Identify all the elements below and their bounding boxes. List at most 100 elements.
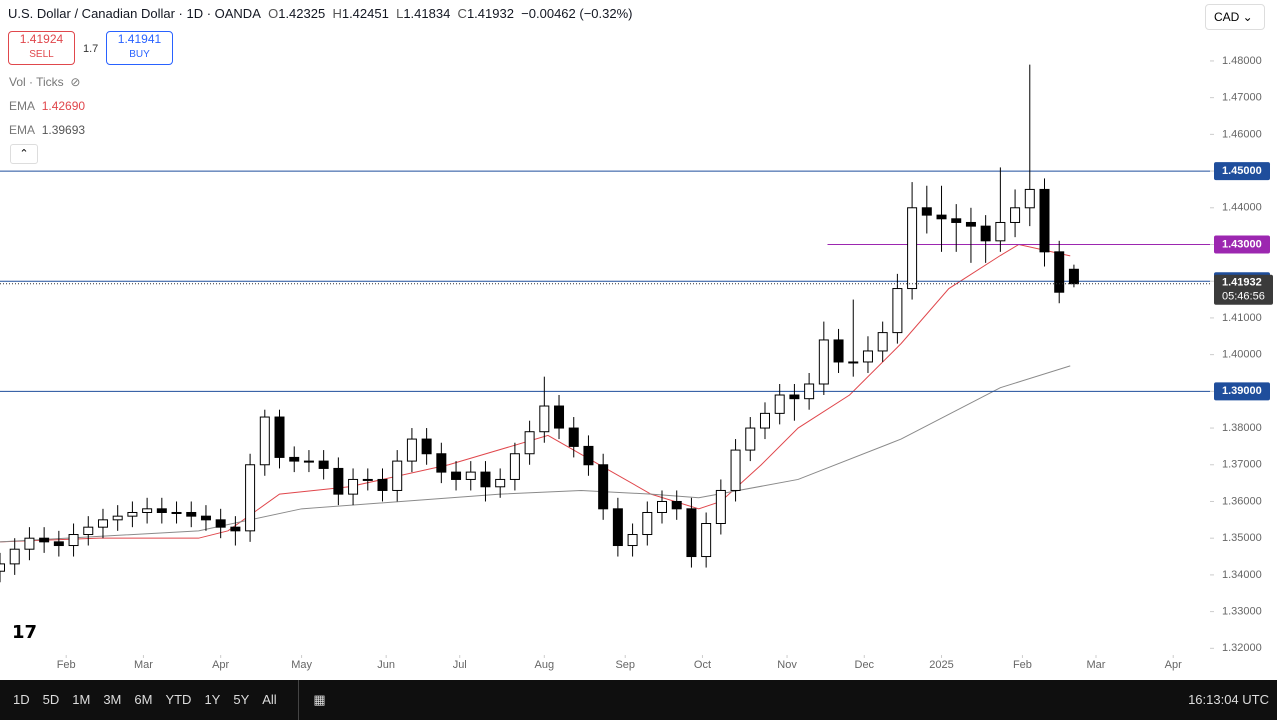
spread: 1.7 (83, 43, 99, 55)
candle-body (53, 541, 64, 547)
candle-body (1068, 268, 1079, 285)
candle-body (274, 416, 285, 458)
level-label: 1.43000 (1222, 238, 1262, 250)
ema-value: 1.42690 (41, 99, 86, 113)
range-button[interactable]: 6M (134, 692, 153, 707)
sell-button[interactable]: 1.41924 SELL (8, 31, 75, 65)
candle-body (877, 332, 888, 352)
candle-body (97, 519, 108, 528)
ohlc-low: 1.41834 (403, 6, 451, 21)
candle-body (965, 221, 976, 227)
level-label-box (1214, 162, 1270, 181)
candle-body (289, 456, 300, 462)
candle-body (833, 339, 844, 363)
currency: CAD (1214, 10, 1240, 24)
x-tick-label: Mar (134, 659, 153, 671)
y-tick-label: 1.34000 (1222, 569, 1262, 581)
y-tick-label: 1.46000 (1222, 128, 1262, 140)
candle-body (127, 511, 138, 517)
range-button[interactable]: 5Y (233, 692, 250, 707)
y-tick-label: 1.38000 (1222, 422, 1262, 434)
ohlc-prefix: H (332, 6, 342, 21)
symbol-header: U.S. Dollar / Canadian Dollar · 1D · OAN… (8, 6, 632, 21)
buy-button[interactable]: 1.41941 BUY (106, 31, 173, 65)
candle-body (318, 460, 329, 469)
candle-body (348, 478, 359, 495)
candle-body (377, 478, 388, 491)
candle-body (524, 431, 535, 455)
candle-body (583, 445, 594, 466)
candle-body (804, 383, 815, 400)
candle-body (156, 508, 167, 513)
candle-body (612, 508, 623, 547)
y-tick-label: 1.40000 (1222, 349, 1262, 361)
candle-body (951, 218, 962, 223)
candle-body (686, 508, 697, 558)
candle-body (539, 405, 550, 433)
x-tick-label: 2025 (929, 659, 953, 671)
ema-legend: EMA 1.39693 (9, 123, 85, 137)
collapse-button[interactable]: ⌃ (10, 144, 38, 164)
ohlc-prefix: O (268, 6, 279, 21)
calendar-icon[interactable]: ▦ (298, 680, 326, 720)
x-tick-label: Feb (57, 659, 76, 671)
x-tick-label: Dec (855, 659, 875, 671)
y-tick-label: 1.36000 (1222, 495, 1262, 507)
toolbar: 1D 5D 1M 3M 6M YTD 1Y 5Y All ▦ 16:13:04 UTC (0, 680, 1277, 720)
candle-body (907, 207, 918, 290)
y-tick-label: 1.33000 (1222, 606, 1262, 618)
sell-label: SELL (29, 49, 54, 60)
candle-body (715, 489, 726, 525)
candle-body (68, 534, 79, 547)
candle-body (112, 515, 123, 521)
candle-body (436, 453, 447, 473)
candle-body (39, 537, 50, 543)
candle-body (186, 511, 197, 517)
candle-body (554, 405, 565, 429)
candle-body (333, 467, 344, 495)
level-label: 1.45000 (1222, 165, 1262, 177)
candle-body (83, 526, 94, 536)
ema-name: EMA (9, 123, 36, 137)
ohlc-high: 1.42451 (341, 6, 389, 21)
candle-body (362, 478, 373, 481)
sell-price: 1.41924 (19, 32, 64, 46)
candle-body (598, 464, 609, 510)
candle-body (9, 548, 20, 565)
range-button[interactable]: 3M (103, 692, 122, 707)
range-button[interactable]: All (262, 692, 277, 707)
volume-label: Vol · Ticks (9, 75, 64, 89)
candle-body (627, 534, 638, 547)
candle-body (936, 214, 947, 220)
y-tick-label: 1.32000 (1222, 642, 1262, 654)
symbol-title: U.S. Dollar / Canadian Dollar · 1D · OAN… (8, 6, 261, 21)
y-tick-label: 1.41000 (1222, 312, 1262, 324)
x-tick-label: Apr (212, 659, 229, 671)
range-button[interactable]: 1M (72, 692, 91, 707)
candle-body (1054, 251, 1065, 293)
volume-legend: Vol · Ticks ⊘ (9, 75, 81, 89)
candle-body (1039, 188, 1050, 253)
range-button[interactable]: 5D (42, 692, 60, 707)
y-tick-label: 1.47000 (1222, 92, 1262, 104)
level-label-box (1214, 235, 1270, 254)
countdown: 05:46:56 (1222, 291, 1265, 303)
range-button[interactable]: 1Y (204, 692, 221, 707)
currency-select[interactable]: CAD ⌄ (1205, 4, 1265, 30)
last-price-label: 1.41932 (1222, 277, 1262, 289)
candle-body (230, 526, 241, 532)
range-button[interactable]: 1D (13, 692, 30, 707)
candle-body (1010, 207, 1021, 223)
candle-body (0, 563, 5, 572)
ema-legend: EMA 1.42690 (9, 99, 85, 113)
clock: 16:13:04 UTC (1188, 692, 1269, 707)
range-button[interactable]: YTD (165, 692, 192, 707)
ohlc-prefix: C (457, 6, 467, 21)
x-tick-label: Feb (1013, 659, 1032, 671)
candle-body (862, 350, 873, 363)
candle-body (259, 416, 270, 466)
candle-body (171, 511, 182, 514)
candle-body (745, 427, 756, 451)
ema-value: 1.39693 (41, 123, 86, 137)
x-tick-label: Jul (453, 659, 467, 671)
